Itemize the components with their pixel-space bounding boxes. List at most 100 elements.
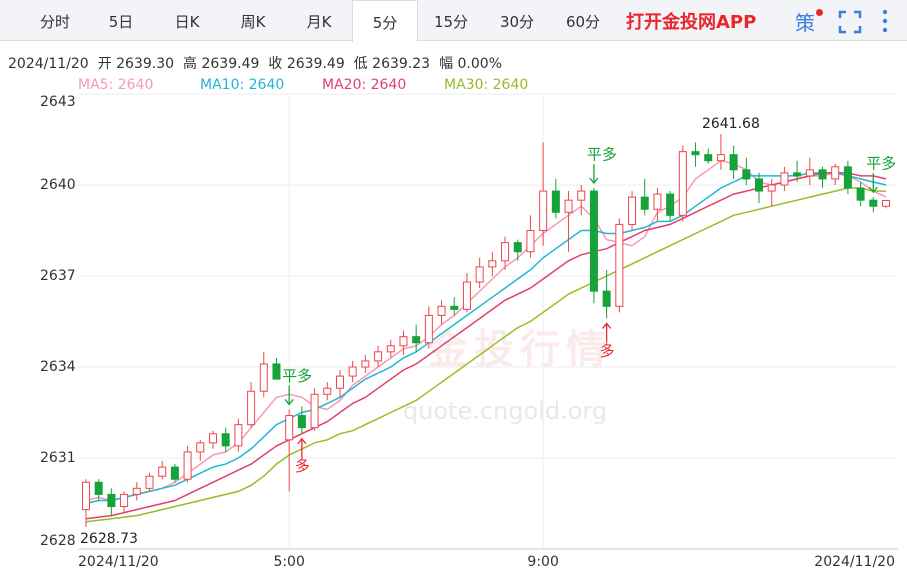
toolbar: 分时 5日 日K 周K 月K 5分 15分 30分 60分 打开金投网APP 策 xyxy=(0,0,907,42)
x-tick-label: 9:00 xyxy=(527,554,558,570)
candle-body xyxy=(602,290,611,307)
legend-entry: MA30: 2640 xyxy=(444,77,528,93)
candle-body xyxy=(755,178,764,192)
candle-body xyxy=(272,363,281,380)
strategy-button[interactable]: 策 xyxy=(795,11,815,35)
candle-body xyxy=(310,393,319,429)
extreme-label: 2628.73 xyxy=(80,531,138,547)
y-tick-label: 2637 xyxy=(40,268,76,284)
candle-body xyxy=(564,199,573,213)
candle-body xyxy=(196,442,205,453)
candle-body xyxy=(158,466,167,477)
signal-arrowhead xyxy=(602,322,612,329)
candle-body xyxy=(247,390,256,426)
candle-body xyxy=(589,190,598,292)
candle-body xyxy=(653,193,662,210)
candle-body xyxy=(767,184,776,192)
candle-body xyxy=(412,336,421,344)
fullscreen-icon[interactable] xyxy=(838,10,862,34)
info-text: 收 2639.49 xyxy=(268,56,344,72)
candle-body xyxy=(577,190,586,201)
tab[interactable]: 月K xyxy=(306,13,332,31)
candle-body xyxy=(221,433,230,447)
watermark: quote.cngold.org xyxy=(403,397,607,425)
more-icon[interactable] xyxy=(880,8,890,34)
candle-body xyxy=(424,314,433,344)
candle-body xyxy=(539,190,548,231)
candle-body xyxy=(780,172,789,186)
candle-body xyxy=(259,363,268,392)
candle-body xyxy=(869,199,878,207)
legend-entry: MA20: 2640 xyxy=(322,77,406,93)
candle-body xyxy=(82,481,90,511)
candle-body xyxy=(208,433,217,444)
tab[interactable]: 5分 xyxy=(352,0,418,42)
candle-body xyxy=(882,199,890,207)
candle-body xyxy=(361,360,370,368)
candle-body xyxy=(856,187,865,201)
candle-body xyxy=(323,387,332,395)
candle-body xyxy=(742,169,751,180)
candle-body xyxy=(843,166,852,189)
info-text: 低 2639.23 xyxy=(354,56,430,72)
signal-arrowhead xyxy=(297,437,307,445)
candle-body xyxy=(551,190,560,213)
ma-line xyxy=(85,172,887,520)
tab[interactable]: 日K xyxy=(174,13,200,31)
candle-body xyxy=(818,169,827,180)
x-tick-label: 2024/11/20 xyxy=(78,554,159,570)
candle-body xyxy=(526,230,535,253)
candle-body xyxy=(805,169,814,177)
x-tick-label: 2024/11/20 xyxy=(814,554,895,570)
legend-entry: MA10: 2640 xyxy=(200,77,284,93)
candle-body xyxy=(793,172,802,177)
info-text: 幅 0.00% xyxy=(439,56,502,72)
candle-body xyxy=(335,375,344,389)
candle-body xyxy=(615,223,624,307)
candle-body xyxy=(437,305,446,316)
ma-line xyxy=(85,172,887,505)
y-tick-label: 2628 xyxy=(40,533,76,549)
candle-body xyxy=(183,451,192,480)
tab[interactable]: 30分 xyxy=(499,13,535,31)
signal-label: 平多 xyxy=(587,146,617,164)
candle-body xyxy=(348,366,357,377)
candle-body xyxy=(666,193,675,216)
candle-body xyxy=(475,266,484,283)
candle-body xyxy=(120,493,129,508)
extreme-label: 2641.68 xyxy=(702,116,760,132)
candle-body xyxy=(374,351,383,362)
ma-line xyxy=(85,187,886,523)
candle-body xyxy=(297,415,306,429)
signal-label: 多 xyxy=(295,457,310,475)
y-tick-label: 2643 xyxy=(40,94,76,110)
signal-label: 平多 xyxy=(282,367,312,385)
tab[interactable]: 5日 xyxy=(108,13,134,31)
candle-body xyxy=(145,475,154,489)
candle-body xyxy=(678,151,687,216)
candle-body xyxy=(691,151,700,156)
candle-body xyxy=(170,466,179,480)
watermark: 金投行情 xyxy=(427,327,612,373)
signal-label: 多 xyxy=(600,342,615,360)
candle-body xyxy=(462,281,471,310)
y-tick-label: 2640 xyxy=(40,177,76,193)
app-link[interactable]: 打开金投网APP xyxy=(626,12,757,33)
candle-body xyxy=(488,260,497,268)
candle-body xyxy=(513,242,522,253)
info-text: 开 2639.30 xyxy=(98,56,174,72)
tab[interactable]: 分时 xyxy=(39,13,70,31)
candle-body xyxy=(107,493,116,508)
signal-arrowhead xyxy=(284,399,294,406)
candle-body xyxy=(729,154,738,171)
tab[interactable]: 周K xyxy=(240,13,266,31)
signal-arrowhead xyxy=(868,186,878,194)
badge-dot xyxy=(816,9,823,16)
candle-body xyxy=(716,154,725,162)
tab[interactable]: 60分 xyxy=(565,13,601,31)
candle-body xyxy=(831,166,840,180)
signal-arrowhead xyxy=(589,177,599,185)
tab[interactable]: 15分 xyxy=(433,13,469,31)
